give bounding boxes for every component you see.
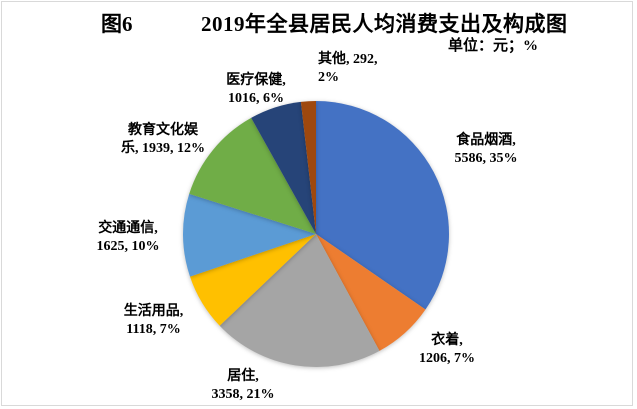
data-label-line: 3358, 21% (211, 387, 275, 402)
unit-note: 单位：元；% (447, 38, 538, 54)
data-label-1: 衣着, 1206, 7% (404, 332, 490, 368)
data-label-3: 生活用品, 1118, 7% (106, 303, 201, 339)
data-label-line: 5586, 35% (454, 151, 518, 166)
figure-number: 图6 (101, 12, 133, 36)
pie-slice-3 (190, 234, 316, 326)
pie-slice-1 (316, 234, 426, 351)
data-label-line: 1016, 6% (228, 91, 284, 106)
data-label-line: 乐, 1939, 12% (121, 141, 205, 156)
data-label-line: 1625, 10% (96, 239, 160, 254)
data-label-7: 其他, 292, 2% (318, 51, 398, 87)
data-label-line: 1206, 7% (419, 351, 475, 366)
pie-slice-7 (300, 101, 316, 234)
data-label-line: 交通通信, (98, 221, 158, 236)
pie-slice-6 (251, 101, 316, 234)
pie-slice-4 (183, 193, 316, 277)
pie-slice-0 (316, 101, 449, 310)
data-label-4: 交通通信, 1625, 10% (78, 220, 178, 256)
data-label-2: 居住, 3358, 21% (200, 368, 286, 404)
chart-title: 2019年全县居民人均消费支出及构成图 (201, 12, 568, 36)
data-label-line: 1118, 7% (126, 322, 181, 337)
data-label-line: 衣着, (431, 333, 463, 348)
data-label-line: 教育文化娱 (128, 123, 198, 138)
pie-slice-2 (219, 234, 380, 368)
data-label-line: 其他, 292, (318, 52, 378, 67)
data-label-5: 教育文化娱乐, 1939, 12% (100, 122, 226, 158)
pie-slice-5 (189, 117, 316, 234)
data-label-line: 2% (318, 70, 339, 85)
data-label-6: 医疗保健, 1016, 6% (208, 72, 304, 108)
data-label-line: 食品烟酒, (456, 133, 516, 148)
data-label-line: 居住, (227, 369, 259, 384)
data-label-line: 生活用品, (123, 304, 184, 319)
data-label-line: 医疗保健, (226, 73, 286, 88)
data-label-0: 食品烟酒, 5586, 35% (436, 132, 536, 168)
